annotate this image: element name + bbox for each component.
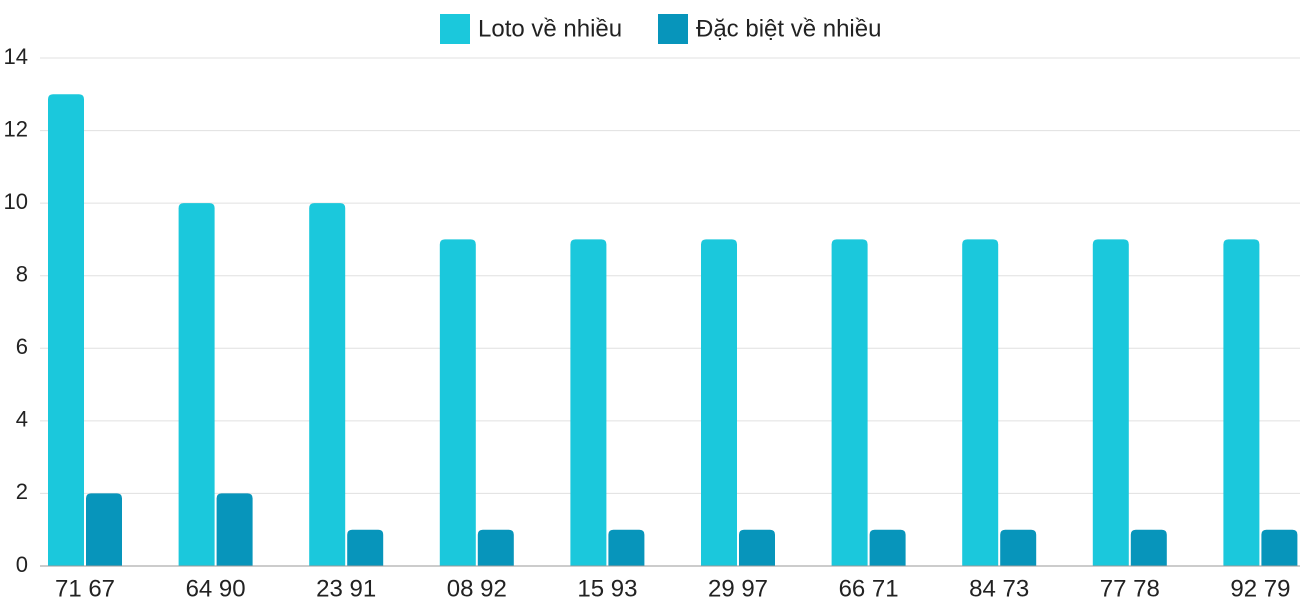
legend-swatch	[440, 14, 470, 44]
bar	[570, 239, 607, 566]
bar	[701, 239, 737, 566]
bar	[86, 493, 122, 566]
bar	[1092, 239, 1129, 566]
bar	[347, 529, 384, 566]
x-tick-label: 15 93	[577, 575, 637, 600]
bar	[1261, 529, 1298, 566]
x-tick-label: 92 79	[1230, 575, 1290, 600]
y-tick-label: 6	[16, 334, 28, 359]
bar	[1130, 529, 1167, 566]
bar	[869, 529, 906, 566]
x-tick-label: 23 91	[316, 575, 376, 600]
y-tick-label: 2	[16, 479, 28, 504]
y-tick-label: 14	[4, 44, 28, 69]
x-tick-label: 66 71	[839, 575, 899, 600]
bar	[608, 529, 645, 566]
bar	[1000, 529, 1037, 566]
legend-label: Loto về nhiều	[478, 15, 622, 42]
bar	[831, 239, 868, 566]
bar	[1223, 239, 1260, 566]
x-tick-label: 71 67	[55, 575, 115, 600]
y-tick-label: 0	[16, 552, 28, 577]
bar	[48, 94, 84, 567]
y-tick-label: 10	[4, 189, 28, 214]
bar	[309, 203, 346, 566]
x-tick-label: 64 90	[186, 575, 246, 600]
y-tick-label: 8	[16, 262, 28, 287]
y-tick-label: 4	[16, 407, 28, 432]
bar	[962, 239, 999, 566]
y-tick-label: 12	[4, 116, 28, 141]
bar	[477, 529, 514, 566]
bar	[178, 203, 215, 566]
bar	[739, 529, 775, 566]
legend-swatch	[658, 14, 688, 44]
bar	[216, 493, 253, 566]
x-tick-label: 77 78	[1100, 575, 1160, 600]
x-tick-label: 29 97	[708, 575, 768, 600]
bar	[439, 239, 476, 566]
x-tick-label: 84 73	[969, 575, 1029, 600]
x-tick-label: 08 92	[447, 575, 507, 600]
legend-label: Đặc biệt về nhiều	[696, 15, 881, 42]
